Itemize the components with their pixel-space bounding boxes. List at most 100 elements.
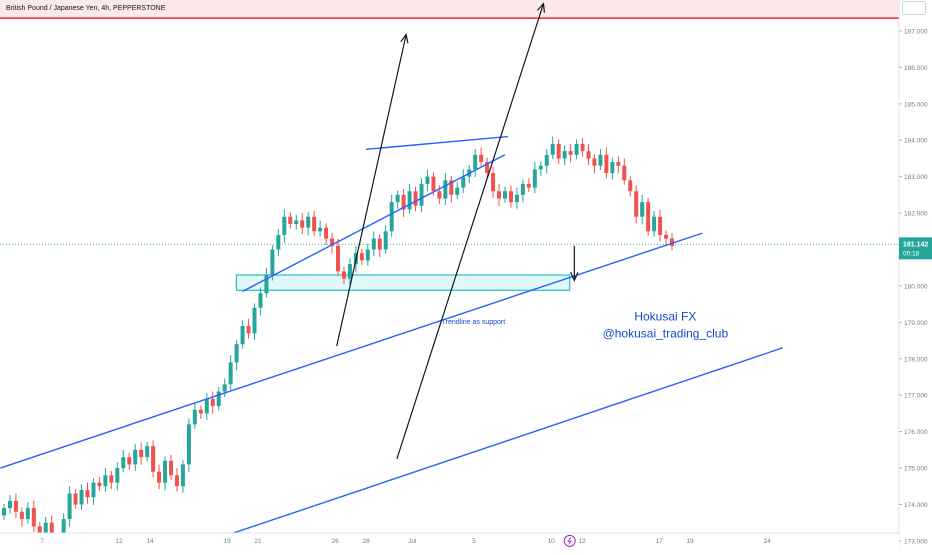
candle-body: [264, 275, 269, 294]
candle-body: [252, 307, 257, 334]
x-tick-label: 7: [40, 538, 44, 545]
candle-body: [186, 424, 191, 465]
y-tick-label: 175.000: [904, 466, 928, 473]
arrow-line[interactable]: [396, 3, 545, 460]
candle-body: [347, 264, 352, 279]
candle-body: [163, 460, 168, 483]
x-tick-label: 19: [686, 538, 694, 545]
trendline[interactable]: [242, 154, 506, 293]
candle-body: [604, 154, 609, 174]
candle-body: [31, 508, 36, 527]
y-tick-label: 177.000: [904, 393, 928, 400]
symbol-title: British Pound / Japanese Yen, 4h, PEPPER…: [6, 5, 166, 12]
support-zone[interactable]: [235, 274, 571, 291]
candle-body: [312, 216, 317, 232]
candle-body: [652, 216, 657, 232]
candle-body: [550, 143, 555, 155]
candle-body: [461, 176, 466, 188]
candle-body: [306, 216, 311, 228]
candle-body: [282, 216, 287, 235]
candle-body: [419, 183, 424, 206]
candle-body: [508, 191, 513, 203]
x-tick-label: 19: [224, 538, 232, 545]
y-tick-label: 174.000: [904, 502, 928, 509]
candle-body: [127, 457, 132, 465]
candle-body: [538, 165, 543, 170]
x-tick-label: 24: [764, 538, 772, 545]
candle-body: [592, 158, 597, 166]
price-axis-settings-button[interactable]: [902, 1, 926, 15]
candle-body: [258, 293, 263, 308]
candle-body: [383, 231, 388, 250]
candle-body: [180, 464, 185, 487]
candle-body: [377, 238, 382, 250]
candle-body: [574, 143, 579, 155]
y-tick-label: 183.000: [904, 174, 928, 181]
y-tick-label: 180.000: [904, 283, 928, 290]
candle-body: [526, 183, 531, 188]
watermark-name: Hokusai FX: [634, 310, 696, 324]
candle-body: [198, 409, 203, 414]
candle-body: [67, 493, 72, 520]
y-tick-label: 173.000: [904, 538, 928, 545]
annotation-trendline-support: Trendline as support: [442, 319, 506, 326]
current-price-tag: [899, 237, 932, 260]
y-tick-label: 186.000: [904, 65, 928, 72]
x-tick-label: 17: [656, 538, 664, 545]
candle-body: [443, 180, 448, 199]
trendline[interactable]: [0, 232, 703, 469]
candle-body: [556, 143, 561, 159]
candle-body: [324, 227, 329, 239]
candle-body: [395, 194, 400, 203]
arrow-head: [400, 33, 409, 44]
candle-body: [91, 482, 96, 498]
arrow-line[interactable]: [336, 34, 407, 347]
candle-body: [634, 191, 639, 217]
candle-body: [43, 522, 48, 534]
candle-body: [485, 162, 490, 174]
candle-body: [514, 194, 519, 203]
candle-body: [270, 249, 275, 275]
candle-body: [13, 500, 18, 512]
watermark-handle: @hokusai_trading_club: [603, 327, 729, 341]
candle-body: [580, 143, 585, 152]
candle-body: [616, 162, 621, 166]
candle-body: [103, 475, 108, 487]
candle-body: [145, 446, 150, 458]
candle-body: [109, 475, 114, 483]
candle-body: [401, 194, 406, 210]
y-tick-label: 187.000: [904, 28, 928, 35]
candle-body: [228, 362, 233, 385]
candle-body: [389, 202, 394, 232]
trendline[interactable]: [365, 135, 509, 151]
candle-body: [318, 227, 323, 232]
candle-body: [19, 511, 24, 520]
x-tick-label: 14: [146, 538, 154, 545]
candle-body: [562, 151, 567, 159]
trendline[interactable]: [177, 347, 783, 553]
candle-body: [151, 446, 156, 472]
time-axis[interactable]: [0, 533, 899, 550]
arrow-head: [537, 2, 546, 13]
candle-body: [139, 449, 144, 458]
candle-body: [640, 202, 645, 217]
event-lightning-glyph: [567, 537, 572, 545]
candle-body: [425, 176, 430, 184]
candle-body: [73, 493, 78, 505]
y-tick-label: 179.000: [904, 320, 928, 327]
candle-body: [61, 519, 66, 541]
x-tick-label: 12: [578, 538, 586, 545]
candle-body: [670, 238, 674, 246]
candle-body: [532, 169, 537, 188]
arrow-head: [570, 272, 579, 282]
candle-body: [234, 344, 239, 363]
x-tick-label: 21: [254, 538, 262, 545]
candle-body: [300, 220, 305, 228]
candle-body: [503, 191, 507, 199]
x-tick-label: 26: [332, 538, 340, 545]
candle-body: [174, 475, 179, 487]
price-axis[interactable]: [899, 0, 932, 550]
candle-body: [79, 489, 84, 505]
